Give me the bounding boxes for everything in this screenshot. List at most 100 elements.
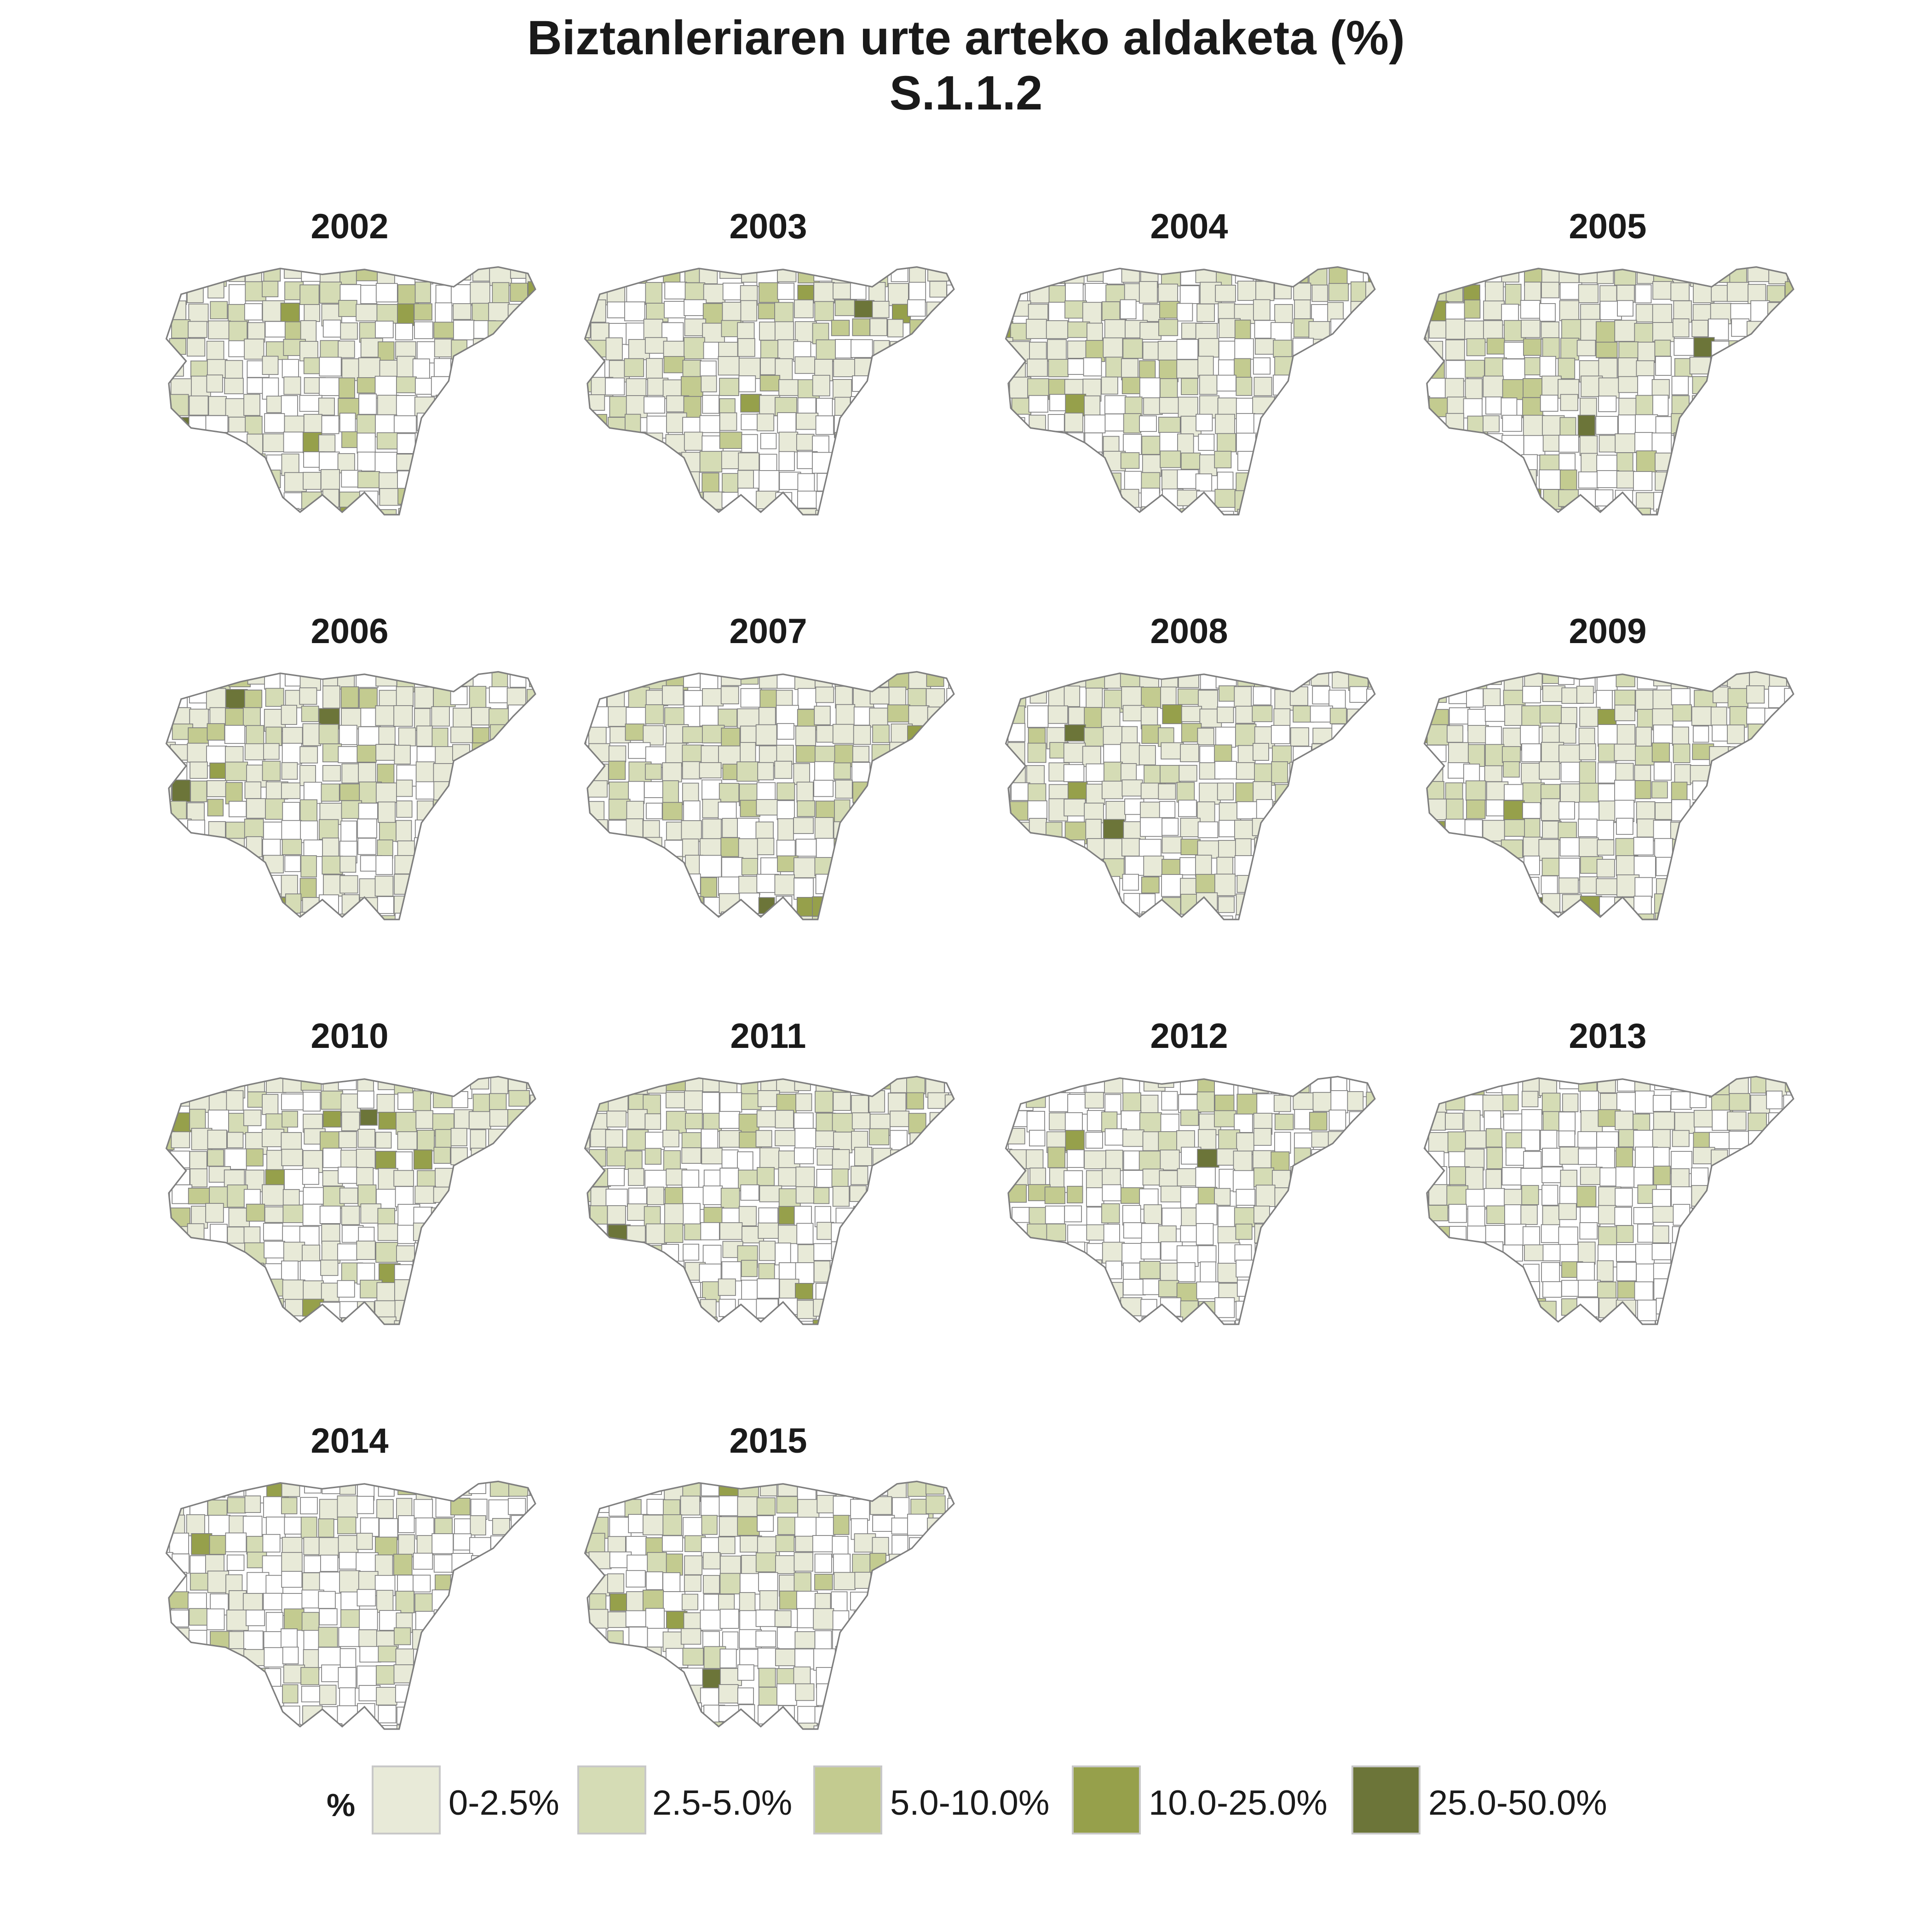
municipality-area: [665, 1092, 688, 1109]
municipality-area: [831, 1168, 849, 1187]
municipality-area: [1523, 435, 1546, 456]
municipality-area: [1006, 267, 1011, 287]
municipality-area: [1424, 472, 1432, 495]
municipality-area: [282, 727, 303, 744]
municipality-area: [1329, 1300, 1351, 1322]
municipality-area: [605, 1129, 623, 1150]
municipality-area: [871, 744, 891, 764]
municipality-area: [588, 726, 607, 745]
municipality-area: [646, 358, 663, 380]
municipality-area: [908, 1241, 928, 1259]
municipality-area: [1728, 875, 1748, 896]
municipality-area: [468, 1224, 489, 1246]
municipality-area: [1048, 359, 1069, 377]
municipality-area: [607, 1573, 625, 1593]
municipality-area: [775, 1555, 796, 1574]
municipality-area: [1579, 507, 1599, 515]
municipality-area: [1482, 1300, 1502, 1319]
municipality-area: [506, 687, 526, 708]
municipality-area: [395, 1151, 413, 1171]
municipality-area: [1273, 801, 1295, 822]
municipality-area: [1504, 1224, 1526, 1246]
municipality-area: [586, 1627, 607, 1647]
municipality-area: [166, 339, 168, 361]
municipality-area: [684, 1090, 703, 1110]
municipality-area: [1541, 1092, 1561, 1115]
municipality-area: [1766, 1316, 1789, 1324]
municipality-area: [1748, 838, 1766, 857]
municipality-area: [508, 913, 529, 920]
municipality-area: [1784, 745, 1794, 768]
municipality-area: [1254, 377, 1272, 397]
municipality-area: [1711, 895, 1733, 915]
municipality-area: [469, 1280, 492, 1300]
municipality-area: [1426, 897, 1442, 919]
municipality-area: [1027, 473, 1047, 494]
municipality-area: [1424, 817, 1426, 839]
municipality-area: [1312, 819, 1333, 838]
municipality-area: [319, 377, 341, 396]
municipality-area: [1274, 396, 1297, 415]
municipality-area: [1006, 1168, 1010, 1189]
municipality-area: [585, 318, 591, 338]
municipality-area: [1672, 912, 1693, 920]
municipality-area: [209, 1647, 227, 1667]
municipality-area: [397, 1131, 418, 1150]
municipality-area: [1084, 1092, 1104, 1109]
municipality-area: [1748, 1282, 1766, 1300]
municipality-area: [700, 1687, 719, 1707]
municipality-area: [1101, 781, 1123, 799]
municipality-area: [868, 508, 890, 515]
municipality-area: [166, 1666, 168, 1685]
municipality-area: [1673, 338, 1695, 356]
municipality-area: [1350, 765, 1372, 788]
municipality-area: [1084, 432, 1103, 454]
municipality-area: [1505, 877, 1524, 896]
municipality-area: [227, 1497, 246, 1514]
municipality-area: [1328, 690, 1346, 709]
municipality-area: [757, 1278, 780, 1299]
municipality-area: [450, 1225, 469, 1242]
municipality-area: [471, 433, 494, 451]
municipality-area: [150, 396, 166, 415]
municipality-area: [776, 1496, 798, 1514]
municipality-area: [644, 914, 662, 920]
municipality-area: [1806, 322, 1824, 339]
municipality-area: [585, 1261, 590, 1279]
municipality-area: [646, 1186, 665, 1205]
municipality-area: [490, 1076, 509, 1094]
municipality-area: [1693, 725, 1709, 743]
municipality-area: [1252, 705, 1273, 722]
municipality-area: [1063, 764, 1085, 782]
municipality-area: [205, 856, 224, 878]
municipality-area: [473, 877, 493, 898]
municipality-area: [432, 1684, 451, 1703]
municipality-area: [492, 435, 515, 452]
municipality-area: [1466, 688, 1484, 708]
municipality-area: [1006, 283, 1013, 301]
municipality-area: [624, 358, 644, 377]
map-panel: 2006: [143, 614, 557, 973]
municipality-area: [963, 1651, 980, 1671]
municipality-area: [607, 453, 627, 470]
municipality-area: [1767, 1207, 1790, 1230]
municipality-area: [813, 1187, 830, 1204]
municipality-area: [1616, 724, 1636, 746]
municipality-area: [1008, 300, 1031, 317]
municipality-area: [945, 1279, 954, 1296]
municipality-area: [263, 1223, 283, 1241]
municipality-area: [207, 799, 224, 816]
municipality-area: [964, 762, 983, 778]
municipality-area: [1597, 267, 1614, 284]
municipality-area: [741, 1076, 759, 1097]
municipality-area: [339, 1187, 358, 1204]
municipality-area: [529, 1186, 535, 1203]
municipality-area: [1539, 761, 1560, 780]
municipality-area: [1347, 341, 1370, 364]
municipality-area: [451, 911, 472, 920]
municipality-area: [1747, 878, 1767, 897]
municipality-area: [813, 282, 835, 304]
municipality-area: [1364, 299, 1375, 319]
municipality-area: [1577, 414, 1596, 438]
municipality-area: [872, 1515, 895, 1532]
